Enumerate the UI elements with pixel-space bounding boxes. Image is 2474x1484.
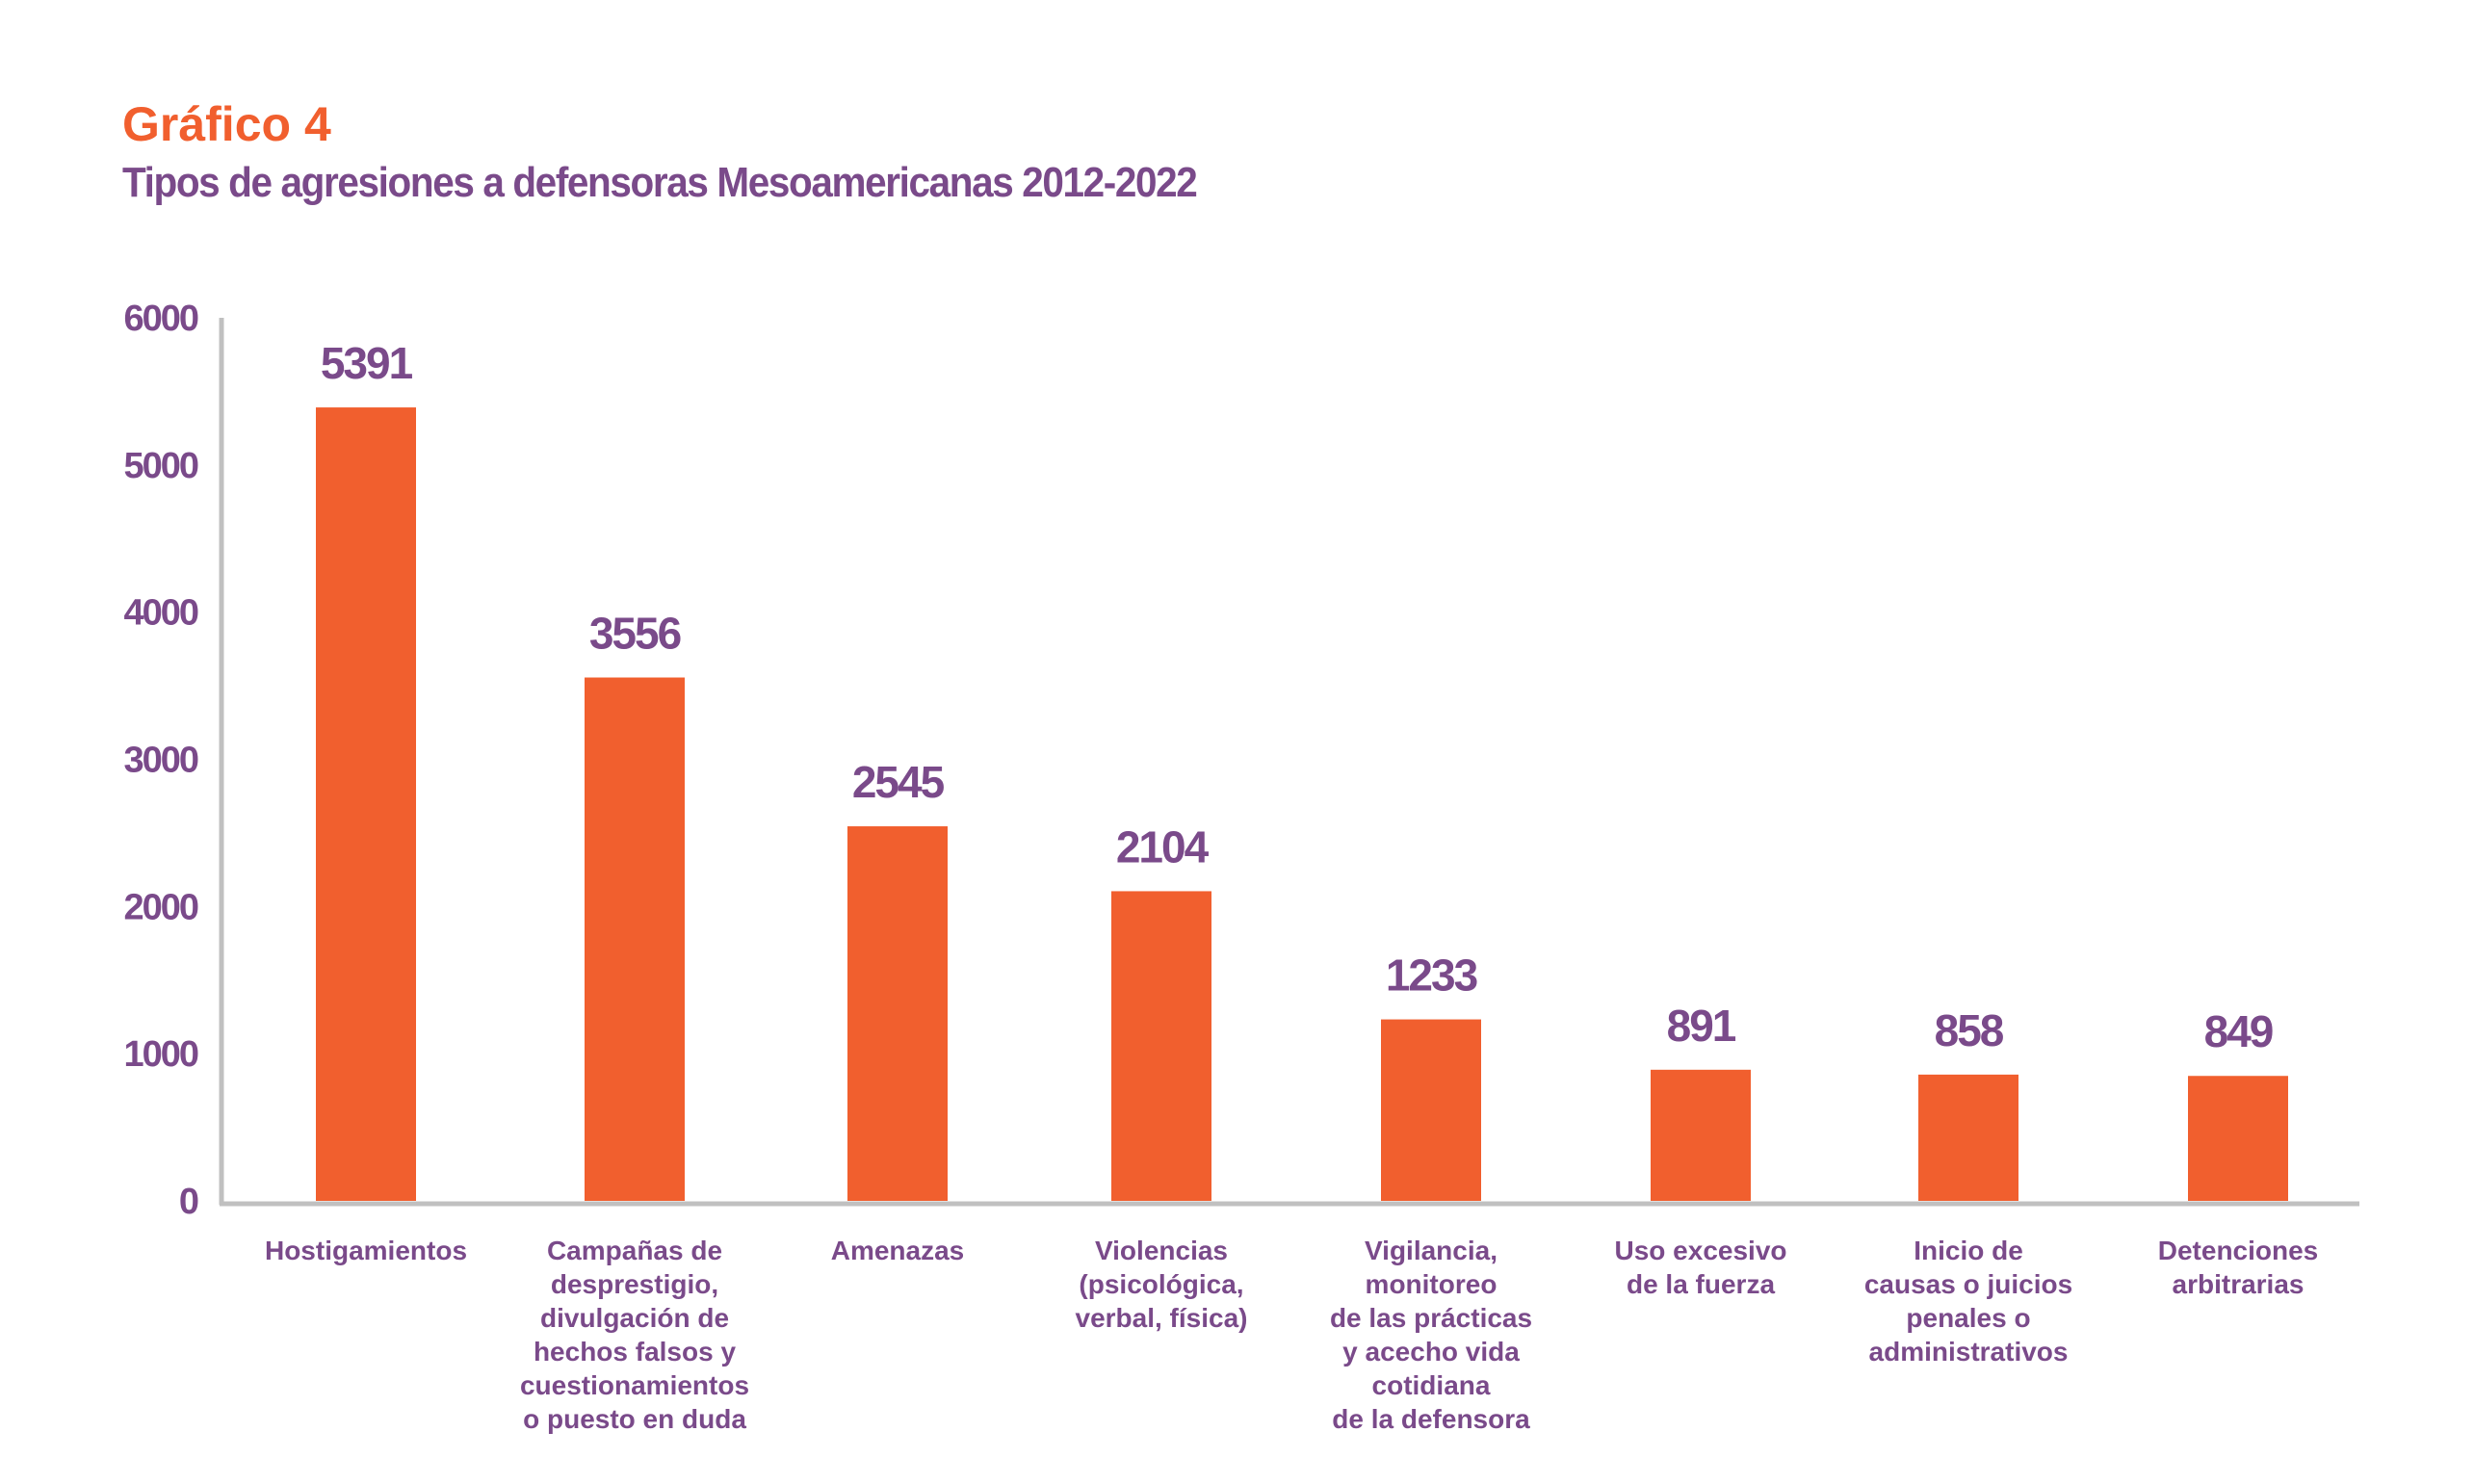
x-tick-label-line: Violencias <box>1095 1236 1228 1265</box>
x-tick-label-line: Amenazas <box>831 1236 965 1265</box>
x-tick-label-line: Campañas de <box>547 1236 722 1265</box>
y-tick-label: 0 <box>179 1182 198 1222</box>
chart-subtitle: Tipos de agresiones a defensoras Mesoame… <box>122 159 1198 206</box>
y-tick-label: 3000 <box>123 741 197 781</box>
y-tick-label: 5000 <box>123 446 197 486</box>
x-tick-label-line: desprestigio, <box>551 1269 718 1299</box>
x-tick-label-line: Detenciones <box>2158 1236 2319 1265</box>
bar <box>847 826 948 1201</box>
bar <box>1111 891 1211 1201</box>
x-tick-label: Hostigamientos <box>265 1236 467 1265</box>
x-tick-label-line: (psicológica, <box>1079 1269 1243 1299</box>
y-tick-label: 1000 <box>123 1034 197 1075</box>
x-tick-label-line: hechos falsos y <box>534 1337 737 1367</box>
x-tick-label-line: de las prácticas <box>1330 1303 1532 1333</box>
x-tick-label: Inicio de causas o juicios penales o admini… <box>1864 1236 2072 1367</box>
x-tick-label: Uso excesivo de la fuerza <box>1615 1236 1787 1299</box>
x-tick-label-line: verbal, física) <box>1076 1303 1248 1333</box>
data-label: 5391 <box>321 338 413 388</box>
x-tick-label-line: administrativos <box>1869 1337 2069 1367</box>
bar <box>1381 1019 1481 1201</box>
y-tick-label: 2000 <box>123 887 197 927</box>
x-tick-label-line: arbitrarias <box>2173 1269 2305 1299</box>
x-tick-label-line: monitoreo <box>1366 1269 1497 1299</box>
x-tick-label-line: cuestionamientos <box>520 1370 749 1400</box>
x-tick-label-line: de la defensora <box>1332 1404 1530 1434</box>
x-tick-label: Detenciones arbitrarias <box>2158 1236 2319 1299</box>
x-tick-label-line: de la fuerza <box>1627 1269 1775 1299</box>
x-tick-label-line: Hostigamientos <box>265 1236 467 1265</box>
x-tick-label-line: Uso excesivo <box>1615 1236 1787 1265</box>
bar <box>2188 1076 2288 1201</box>
x-tick-label-line: penales o <box>1906 1303 2030 1333</box>
chart-title: Gráfico 4 <box>122 97 331 151</box>
y-tick-label: 4000 <box>123 593 197 634</box>
x-tick-label-line: Inicio de <box>1914 1236 2023 1265</box>
x-tick-label-line: cotidiana <box>1372 1370 1491 1400</box>
bar <box>316 407 416 1201</box>
data-label: 2545 <box>852 757 945 807</box>
x-tick-label-line: o puesto en duda <box>523 1404 746 1434</box>
bar <box>1918 1074 2018 1201</box>
x-tick-label-line: causas o juicios <box>1864 1269 2072 1299</box>
data-label: 858 <box>1935 1005 2004 1055</box>
data-label: 849 <box>2204 1006 2273 1056</box>
data-label: 3556 <box>589 609 681 659</box>
data-label: 891 <box>1667 1001 1736 1051</box>
x-tick-label-line: Vigilancia, <box>1365 1236 1497 1265</box>
bar <box>585 677 685 1201</box>
x-tick-label: Vigilancia, monitoreo de las prácticas y ac… <box>1330 1236 1532 1434</box>
x-tick-label: Violencias (psicológica, verbal, física) <box>1076 1236 1248 1333</box>
bar <box>1651 1069 1751 1201</box>
x-tick-label: Campañas de desprestigio, divulgación de he… <box>520 1236 749 1434</box>
data-label: 1233 <box>1386 950 1477 1001</box>
data-label: 2104 <box>1116 821 1210 872</box>
x-tick-label-line: y acecho vida <box>1342 1337 1520 1367</box>
x-tick-label: Amenazas <box>831 1236 965 1265</box>
y-tick-label: 6000 <box>123 299 197 339</box>
x-tick-label-line: divulgación de <box>540 1303 729 1333</box>
